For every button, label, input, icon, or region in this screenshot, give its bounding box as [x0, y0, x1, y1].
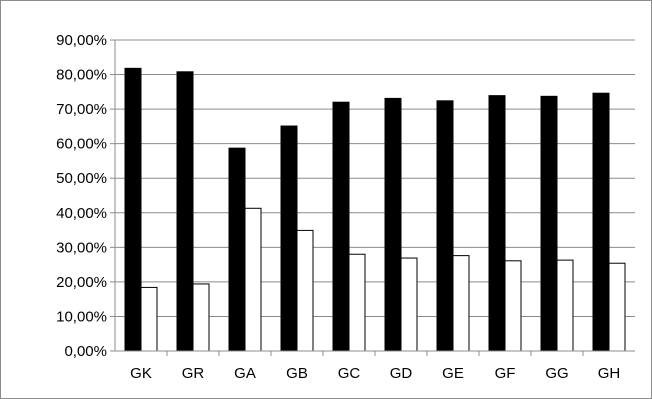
- x-category-label: GD: [390, 365, 413, 382]
- bars: [124, 67, 626, 352]
- axes: [110, 39, 635, 356]
- x-category-label: GG: [545, 365, 568, 382]
- bar-series-2-gc: [348, 253, 366, 352]
- y-tick-label: 20,00%: [56, 274, 107, 291]
- bar-series-2-gf: [504, 260, 522, 352]
- y-tick-label: 90,00%: [56, 32, 107, 49]
- bar-series-2-gg: [556, 259, 574, 352]
- y-tick-label: 70,00%: [56, 101, 107, 118]
- bar-series-1-gr: [176, 71, 194, 352]
- y-tick-label: 80,00%: [56, 67, 107, 84]
- y-tick-label: 50,00%: [56, 170, 107, 187]
- y-tick-label: 60,00%: [56, 136, 107, 153]
- x-category-label: GE: [442, 365, 464, 382]
- bar-series-1-ga: [228, 147, 246, 352]
- bar-series-2-gb: [296, 229, 314, 352]
- y-tick-label: 30,00%: [56, 239, 107, 256]
- bar-series-1-ge: [436, 100, 454, 352]
- bar-series-2-gk: [140, 286, 158, 352]
- bar-series-1-gk: [124, 67, 142, 352]
- bar-series-1-gg: [540, 95, 558, 352]
- y-tick-label: 40,00%: [56, 205, 107, 222]
- bar-series-1-gh: [592, 92, 610, 352]
- y-tick-label: 10,00%: [56, 308, 107, 325]
- x-category-label: GB: [286, 365, 308, 382]
- bar-series-1-gd: [384, 97, 402, 352]
- bar-series-1-gb: [280, 125, 298, 352]
- bar-series-2-gr: [192, 283, 210, 352]
- bar-series-1-gf: [488, 95, 506, 352]
- x-category-label: GH: [598, 365, 621, 382]
- bar-series-1-gc: [332, 101, 350, 352]
- bar-series-2-gd: [400, 257, 418, 352]
- bar-series-2-ge: [452, 255, 470, 352]
- x-category-label: GK: [130, 365, 152, 382]
- x-category-label: GF: [495, 365, 516, 382]
- bar-series-2-ga: [244, 207, 262, 352]
- x-category-label: GA: [234, 365, 256, 382]
- x-category-label: GC: [338, 365, 361, 382]
- bar-series-2-gh: [608, 262, 626, 352]
- labels: 0,00% 10,00% 20,00% 30,00% 40,00% 50,00% 60,00…: [56, 32, 620, 382]
- x-category-label: GR: [182, 365, 205, 382]
- y-tick-label: 0,00%: [64, 343, 107, 360]
